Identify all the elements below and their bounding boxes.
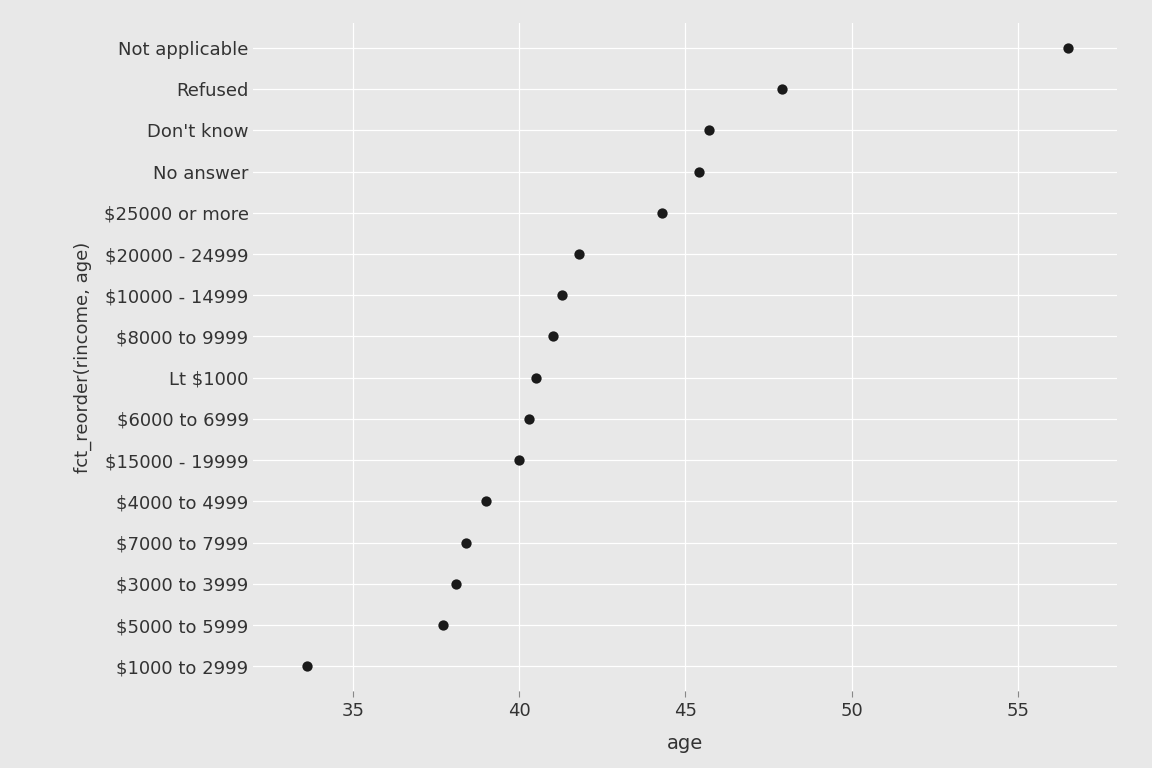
Point <box>510 454 529 466</box>
Point <box>433 619 452 631</box>
Point <box>457 537 476 549</box>
Point <box>570 248 589 260</box>
Point <box>297 660 316 673</box>
Point <box>653 207 672 219</box>
X-axis label: age: age <box>667 733 704 753</box>
Point <box>447 578 465 590</box>
Point <box>477 495 495 508</box>
Y-axis label: fct_reorder(rincome, age): fct_reorder(rincome, age) <box>74 241 92 473</box>
Point <box>520 413 538 425</box>
Point <box>773 83 791 95</box>
Point <box>699 124 718 137</box>
Point <box>526 372 545 384</box>
Point <box>1059 41 1077 54</box>
Point <box>553 289 571 301</box>
Point <box>690 165 708 177</box>
Point <box>544 330 562 343</box>
